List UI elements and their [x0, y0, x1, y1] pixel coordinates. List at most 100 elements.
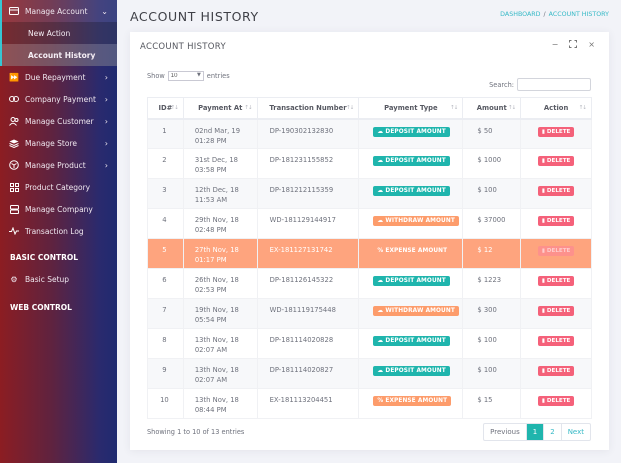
- sort-icon: ↑↓: [346, 105, 354, 111]
- submenu-manage-account: New Action Account History: [2, 22, 117, 66]
- sidebar-item-due-repayment[interactable]: ⏩ Due Repayment ›: [0, 66, 117, 88]
- chevron-down-icon: ⌄: [101, 6, 108, 16]
- cell-action: ▮ DELETE: [520, 328, 592, 359]
- column-header-payment-at[interactable]: Payment At ↑↓: [182, 97, 258, 120]
- cloud-icon: ☁: [377, 278, 384, 284]
- close-icon[interactable]: ×: [588, 40, 595, 49]
- table-header-row: ID# ↑↓ Payment At ↑↓ Transaction Number ↑↓ …: [147, 97, 592, 120]
- sidebar-item-product-category[interactable]: Product Category: [0, 176, 117, 198]
- cell-amount: $ 300: [462, 298, 522, 329]
- cell-id: 10: [147, 388, 184, 419]
- table-row[interactable]: 8 13th Nov, 18 02:07 AM DP-181114020828 ☁ DE…: [147, 328, 592, 359]
- trash-icon: ▮: [541, 308, 545, 314]
- sidebar-item-label: Manage Account: [25, 6, 88, 16]
- delete-button[interactable]: ▮ DELETE: [537, 366, 575, 376]
- sidebar-item-label: Product Category: [25, 182, 91, 192]
- sidebar-item-company-payment[interactable]: Company Payment ›: [0, 88, 117, 110]
- trash-icon: ▮: [541, 368, 545, 374]
- cell-payment-type: ☁ DEPOSIT AMOUNT: [358, 118, 464, 149]
- column-header-payment-type[interactable]: Payment Type ↑↓: [358, 97, 464, 120]
- delete-button[interactable]: ▮ DELETE: [537, 156, 575, 166]
- chevron-right-icon: ›: [104, 138, 108, 148]
- sidebar-item-manage-account[interactable]: Manage Account ⌄: [2, 0, 117, 22]
- sidebar-item-manage-customer[interactable]: Manage Customer ›: [0, 110, 117, 132]
- table-row[interactable]: 2 31st Dec, 18 03:58 PM DP-181231155852 ☁ DE…: [147, 148, 592, 179]
- payment-type-badge: % EXPENSE AMOUNT: [377, 248, 448, 254]
- cell-transaction-number: DP-181212115359: [256, 178, 360, 209]
- pagination-page-2[interactable]: 2: [543, 424, 560, 440]
- cell-payment-at: 29th Nov, 18 02:48 PM: [182, 208, 258, 239]
- table-row[interactable]: 3 12th Dec, 18 11:53 AM DP-181212115359 ☁ DE…: [147, 178, 592, 209]
- entries-per-page-select[interactable]: 10: [167, 71, 204, 81]
- payment-time: 05:54 PM: [194, 316, 227, 324]
- account-history-table: ID# ↑↓ Payment At ↑↓ Transaction Number ↑↓ …: [147, 97, 592, 419]
- delete-button[interactable]: ▮ DELETE: [537, 246, 575, 256]
- payment-time: 01:17 PM: [194, 256, 227, 264]
- cloud-icon: ☁: [377, 338, 384, 344]
- trash-icon: ▮: [541, 398, 545, 404]
- delete-button[interactable]: ▮ DELETE: [537, 126, 575, 137]
- cell-payment-at: 12th Dec, 18 11:53 AM: [182, 178, 258, 209]
- cell-action: ▮ DELETE: [520, 118, 592, 149]
- delete-button[interactable]: ▮ DELETE: [537, 336, 575, 346]
- pagination-next[interactable]: Next: [560, 424, 590, 440]
- breadcrumb-dashboard[interactable]: DASHBOARD: [500, 11, 541, 18]
- search-input[interactable]: [517, 78, 591, 91]
- delete-button[interactable]: ▮ DELETE: [537, 216, 575, 226]
- cell-payment-at: 27th Nov, 18 01:17 PM: [182, 238, 258, 269]
- cell-id: 5: [147, 238, 184, 269]
- table-row[interactable]: 7 19th Nov, 18 05:54 PM WD-181119175448 ☁ WI…: [147, 298, 592, 329]
- trash-icon: ▮: [541, 248, 545, 254]
- delete-button[interactable]: ▮ DELETE: [537, 276, 575, 286]
- delete-button[interactable]: ▮ DELETE: [537, 306, 575, 316]
- column-header-amount[interactable]: Amount ↑↓: [462, 97, 522, 120]
- cell-payment-at: 13th Nov, 18 02:07 AM: [182, 328, 258, 359]
- breadcrumb-account-history[interactable]: ACCOUNT HISTORY: [548, 11, 609, 18]
- cell-payment-type: ☁ DEPOSIT AMOUNT: [358, 178, 464, 209]
- payment-date: 31st Dec, 18: [194, 156, 238, 164]
- table-row[interactable]: 9 13th Nov, 18 02:07 AM DP-181114020827 ☁ DE…: [147, 358, 592, 389]
- trash-icon: ▮: [541, 158, 545, 164]
- minimize-icon[interactable]: −: [551, 40, 559, 49]
- fullscreen-icon[interactable]: [569, 40, 578, 50]
- store-icon: [9, 138, 19, 148]
- sidebar-subitem-account-history[interactable]: Account History: [2, 44, 117, 66]
- fast-forward-icon: ⏩: [9, 72, 19, 82]
- sidebar-item-manage-company[interactable]: Manage Company: [0, 198, 117, 220]
- cell-id: 1: [147, 118, 184, 149]
- gears-icon: ⚙: [10, 274, 18, 284]
- cell-id: 3: [147, 178, 184, 209]
- column-header-action[interactable]: Action ↑↓: [520, 97, 592, 120]
- table-row[interactable]: 5 27th Nov, 18 01:17 PM EX-181127131742 % EX…: [147, 238, 592, 269]
- column-header-id[interactable]: ID# ↑↓: [147, 97, 184, 120]
- pagination-previous[interactable]: Previous: [490, 428, 520, 436]
- table-row[interactable]: 10 13th Nov, 18 08:44 PM EX-181113204451 % E…: [147, 388, 592, 419]
- sidebar-item-label: Manage Customer: [25, 116, 94, 126]
- payment-type-badge: ☁ DEPOSIT AMOUNT: [373, 336, 450, 346]
- table-row[interactable]: 6 26th Nov, 18 02:53 PM DP-181126145322 ☁ DE…: [147, 268, 592, 299]
- sidebar-item-manage-product[interactable]: Manage Product ›: [0, 154, 117, 176]
- sidebar-item-manage-store[interactable]: Manage Store ›: [0, 132, 117, 154]
- pagination-page-1[interactable]: 1: [525, 424, 544, 440]
- cell-payment-type: ☁ DEPOSIT AMOUNT: [358, 358, 464, 389]
- table-row[interactable]: 1 02nd Mar, 19 01:28 PM DP-190302132830 ☁ DE…: [147, 118, 592, 149]
- cell-payment-type: ☁ WITHDRAW AMOUNT: [358, 208, 464, 239]
- cell-transaction-number: EX-181127131742: [256, 238, 360, 269]
- cell-id: 9: [147, 358, 184, 389]
- delete-button[interactable]: ▮ DELETE: [537, 186, 575, 196]
- payment-time: 02:07 AM: [194, 376, 228, 384]
- card-tools: − ×: [552, 40, 595, 50]
- chevron-right-icon: ›: [104, 72, 108, 82]
- payment-time: 02:53 PM: [194, 286, 227, 294]
- page-title: ACCOUNT HISTORY: [130, 9, 259, 24]
- column-header-transaction-number[interactable]: Transaction Number ↑↓: [256, 97, 360, 120]
- sidebar-subitem-new-action[interactable]: New Action: [28, 28, 71, 38]
- cell-id: 6: [147, 268, 184, 299]
- account-history-card: ACCOUNT HISTORY − × Show 10 ▼ entries Se…: [130, 32, 609, 450]
- sidebar-item-basic-setup[interactable]: ⚙ Basic Setup: [0, 268, 117, 290]
- sidebar-item-transaction-log[interactable]: Transaction Log: [0, 220, 117, 242]
- cell-transaction-number: EX-181113204451: [256, 388, 360, 419]
- delete-button[interactable]: ▮ DELETE: [537, 396, 575, 406]
- table-row[interactable]: 4 29th Nov, 18 02:48 PM WD-181129144917 ☁ WI…: [147, 208, 592, 239]
- cell-action: ▮ DELETE: [520, 148, 592, 179]
